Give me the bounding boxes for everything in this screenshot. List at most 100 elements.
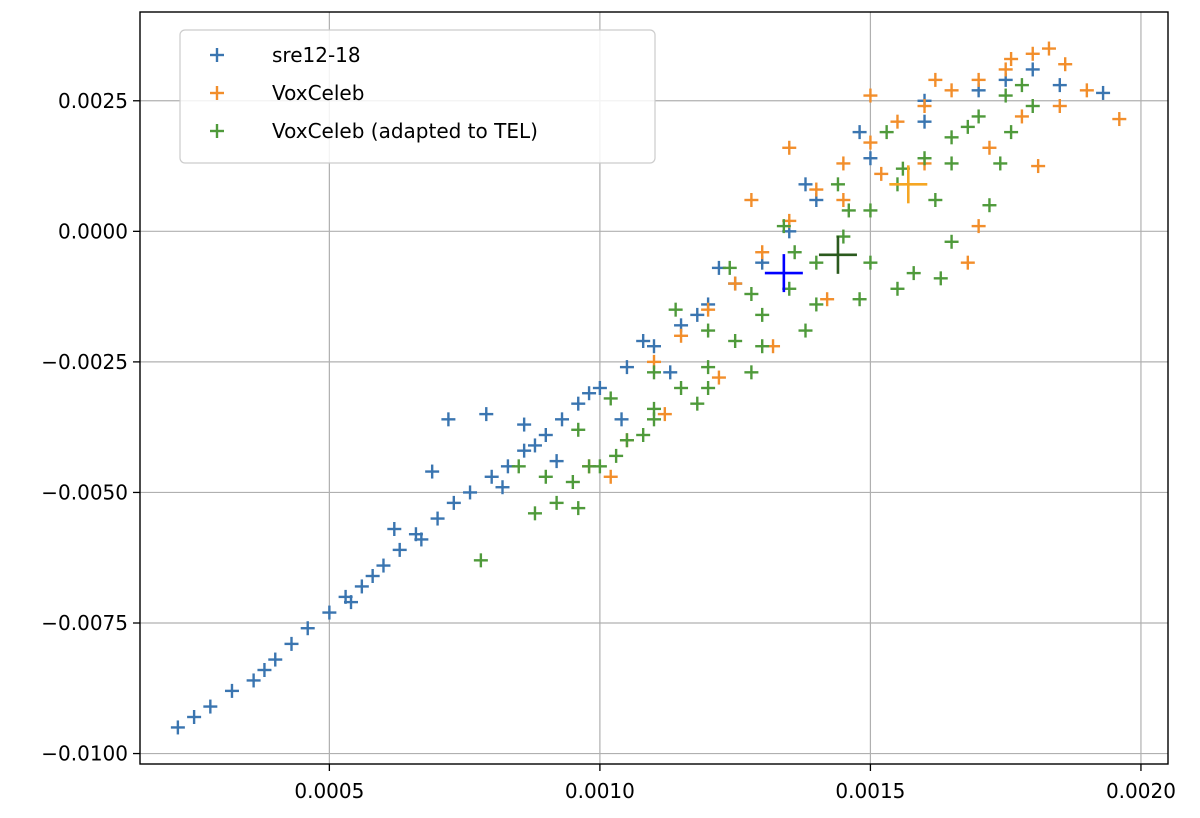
x-tick-label: 0.0020: [1106, 779, 1176, 803]
data-point: [744, 193, 759, 207]
data-point: [571, 422, 586, 437]
data-point: [852, 125, 867, 140]
data-point: [701, 360, 716, 375]
data-point: [657, 407, 672, 422]
legend-label: VoxCeleb: [272, 81, 364, 105]
data-point: [647, 412, 661, 427]
data-point: [971, 219, 986, 234]
data-point: [668, 302, 683, 317]
data-point: [674, 328, 689, 343]
legend: sre12-18 VoxCeleb VoxCeleb (adapted to TEL…: [179, 29, 656, 164]
data-point: [224, 683, 239, 698]
data-point: [446, 495, 461, 510]
data-point: [701, 381, 716, 395]
data-point: [863, 88, 878, 103]
data-point: [993, 156, 1008, 171]
data-point: [1025, 46, 1040, 61]
data-point: [960, 119, 975, 134]
series-1: [170, 62, 1111, 735]
data-point: [170, 720, 185, 735]
data-point: [1004, 52, 1019, 66]
data-point: [376, 558, 391, 573]
data-point: [322, 605, 337, 620]
data-point: [555, 412, 570, 427]
data-point: [300, 621, 315, 636]
data-point: [944, 130, 959, 145]
data-point: [944, 83, 959, 98]
data-point: [674, 381, 689, 395]
data-point: [430, 511, 445, 526]
data-point: [1004, 125, 1019, 140]
data-point: [582, 459, 597, 474]
data-point: [1014, 109, 1029, 124]
y-tick-label: −0.0050: [41, 480, 128, 504]
data-points: [170, 41, 1127, 735]
data-point: [619, 433, 634, 448]
data-point: [517, 443, 532, 458]
data-point: [565, 475, 580, 489]
data-point: [820, 292, 835, 307]
data-point: [890, 281, 905, 296]
data-point: [863, 135, 878, 150]
data-point: [636, 428, 651, 442]
data-point: [944, 156, 959, 171]
legend-box: [179, 29, 656, 164]
data-point: [203, 699, 218, 714]
centroid-marker: [764, 254, 803, 293]
data-point: [841, 203, 856, 218]
data-point: [1096, 85, 1111, 100]
data-point: [982, 198, 997, 213]
data-point: [711, 370, 726, 385]
data-point: [268, 652, 283, 667]
data-point: [755, 245, 770, 260]
data-point: [917, 99, 932, 113]
data-point: [603, 391, 618, 406]
data-point: [728, 334, 743, 348]
data-point: [928, 193, 943, 207]
data-point: [874, 166, 889, 181]
data-point: [755, 307, 770, 322]
data-point: [619, 360, 634, 375]
data-point: [944, 234, 959, 249]
data-point: [609, 448, 624, 463]
data-point: [776, 219, 791, 234]
data-point: [917, 114, 932, 129]
data-point: [441, 412, 456, 427]
data-point: [527, 438, 542, 453]
y-tick-label: −0.0025: [41, 350, 128, 374]
data-point: [257, 663, 272, 677]
data-point: [798, 323, 813, 338]
data-point: [571, 501, 586, 516]
data-point: [830, 177, 845, 192]
data-point: [614, 412, 629, 427]
data-point: [782, 140, 797, 155]
data-point: [571, 396, 586, 411]
data-point: [755, 339, 770, 354]
data-point: [414, 532, 429, 547]
legend-marker: [210, 124, 224, 138]
data-point: [852, 292, 867, 307]
data-point: [647, 365, 661, 380]
centroid-marker: [818, 235, 857, 274]
data-point: [998, 88, 1013, 103]
data-point: [549, 495, 564, 510]
data-point: [1031, 159, 1046, 174]
data-point: [971, 109, 986, 124]
data-point: [809, 297, 824, 312]
data-point: [728, 276, 743, 291]
data-point: [917, 151, 932, 166]
data-point: [787, 245, 802, 260]
data-point: [1079, 83, 1094, 98]
data-point: [863, 151, 878, 166]
data-point: [1041, 41, 1056, 56]
data-point: [879, 125, 894, 140]
centroid-markers: [764, 165, 928, 293]
data-point: [495, 480, 510, 495]
legend-label: sre12-18: [272, 43, 361, 67]
data-point: [538, 469, 553, 484]
y-tick-label: −0.0075: [41, 611, 128, 635]
y-tick-label: 0.0000: [58, 219, 128, 243]
data-point: [392, 542, 407, 557]
data-point: [344, 595, 359, 610]
